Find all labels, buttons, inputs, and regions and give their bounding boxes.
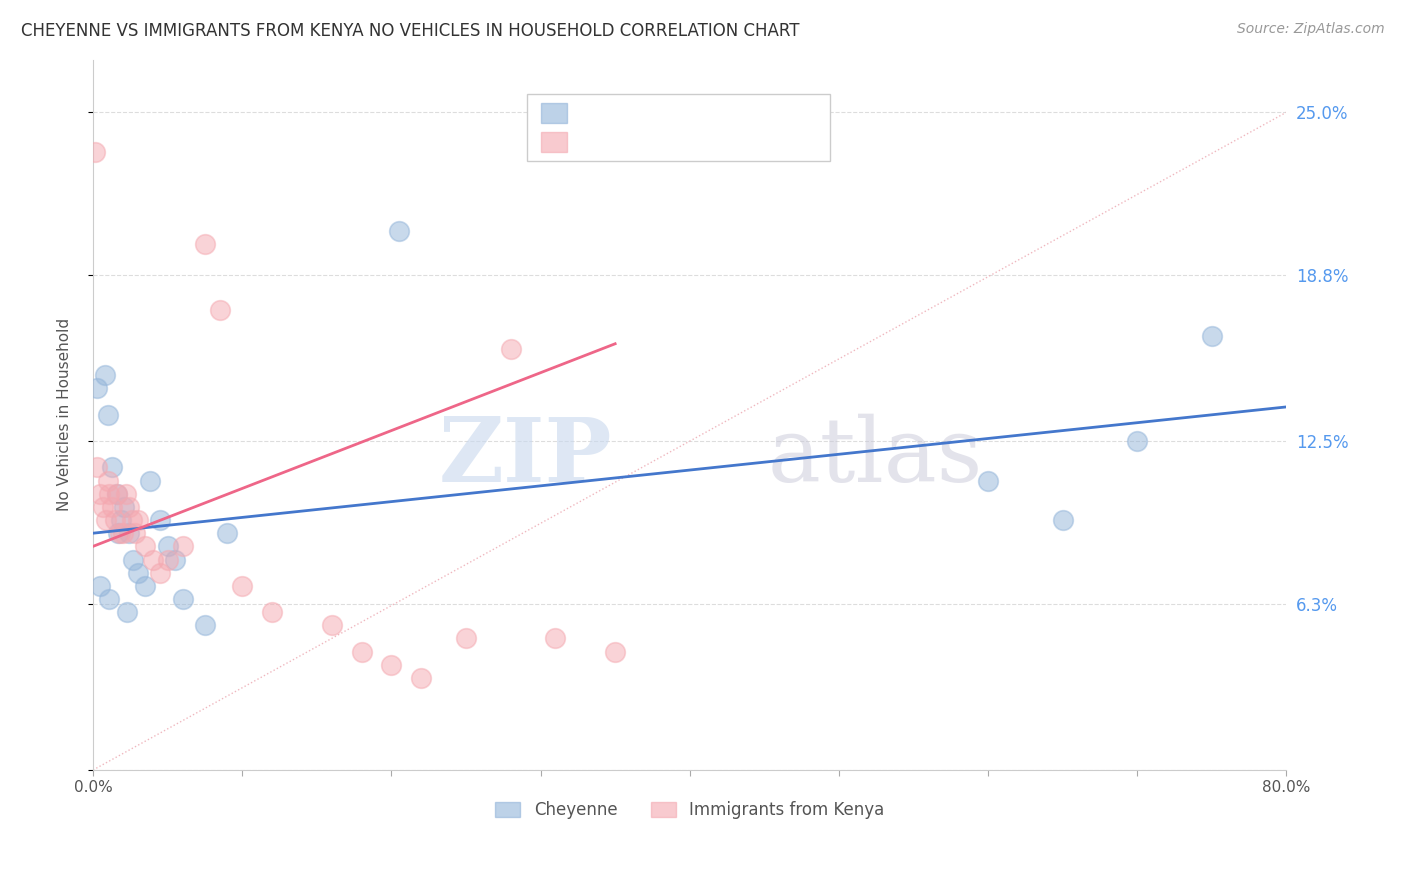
Point xyxy=(172,591,194,606)
Text: atlas: atlas xyxy=(768,414,983,501)
Point xyxy=(411,671,433,685)
Point xyxy=(138,474,160,488)
Text: ZIP: ZIP xyxy=(439,414,612,501)
Point xyxy=(93,500,115,514)
Point xyxy=(83,145,105,159)
Point xyxy=(127,566,149,580)
Point xyxy=(108,526,131,541)
Point xyxy=(112,500,135,514)
Point xyxy=(89,579,111,593)
Point xyxy=(97,408,120,422)
Point xyxy=(165,552,187,566)
Point xyxy=(156,552,179,566)
Point xyxy=(86,382,108,396)
Point xyxy=(605,644,627,658)
Point xyxy=(101,460,124,475)
Point xyxy=(96,513,118,527)
Point xyxy=(118,526,141,541)
Point xyxy=(110,513,132,527)
Point xyxy=(118,500,141,514)
Point xyxy=(89,487,111,501)
Point xyxy=(156,540,179,554)
Point xyxy=(260,605,283,619)
Point xyxy=(149,513,172,527)
Text: R =: R = xyxy=(576,133,613,151)
Point xyxy=(97,474,120,488)
Point xyxy=(388,224,411,238)
Point xyxy=(94,368,117,383)
Point xyxy=(107,526,129,541)
Point xyxy=(124,526,146,541)
Point xyxy=(149,566,172,580)
Point xyxy=(194,236,217,251)
Point xyxy=(114,487,136,501)
Point xyxy=(172,540,194,554)
Text: N =: N = xyxy=(675,104,711,122)
Point xyxy=(121,513,143,527)
Text: CHEYENNE VS IMMIGRANTS FROM KENYA NO VEHICLES IN HOUSEHOLD CORRELATION CHART: CHEYENNE VS IMMIGRANTS FROM KENYA NO VEH… xyxy=(21,22,800,40)
Point xyxy=(231,579,253,593)
Text: 27: 27 xyxy=(706,104,730,122)
Text: 34: 34 xyxy=(706,133,730,151)
Point xyxy=(98,487,121,501)
Point xyxy=(134,540,156,554)
Point xyxy=(117,605,139,619)
Point xyxy=(350,644,373,658)
Point xyxy=(122,552,145,566)
Point xyxy=(544,632,567,646)
Text: Source: ZipAtlas.com: Source: ZipAtlas.com xyxy=(1237,22,1385,37)
Point xyxy=(208,302,231,317)
Point xyxy=(454,632,477,646)
Point xyxy=(105,487,128,501)
Text: N =: N = xyxy=(675,133,711,151)
Point xyxy=(142,552,165,566)
Text: 0.298: 0.298 xyxy=(609,133,661,151)
Point xyxy=(127,513,149,527)
Point xyxy=(1052,513,1074,527)
Point xyxy=(1126,434,1149,449)
Point xyxy=(499,342,522,356)
Point xyxy=(217,526,239,541)
Text: R =: R = xyxy=(576,104,613,122)
Text: 0.358: 0.358 xyxy=(609,104,661,122)
Point xyxy=(105,487,128,501)
Point xyxy=(321,618,343,632)
Y-axis label: No Vehicles in Household: No Vehicles in Household xyxy=(58,318,72,511)
Point xyxy=(134,579,156,593)
Point xyxy=(1201,329,1223,343)
Point xyxy=(977,474,1000,488)
Point xyxy=(86,460,108,475)
Point xyxy=(380,657,402,672)
Point xyxy=(101,500,124,514)
Point xyxy=(111,526,134,541)
Point xyxy=(98,591,121,606)
Legend: Cheyenne, Immigrants from Kenya: Cheyenne, Immigrants from Kenya xyxy=(489,794,891,826)
Point xyxy=(104,513,127,527)
Point xyxy=(194,618,217,632)
